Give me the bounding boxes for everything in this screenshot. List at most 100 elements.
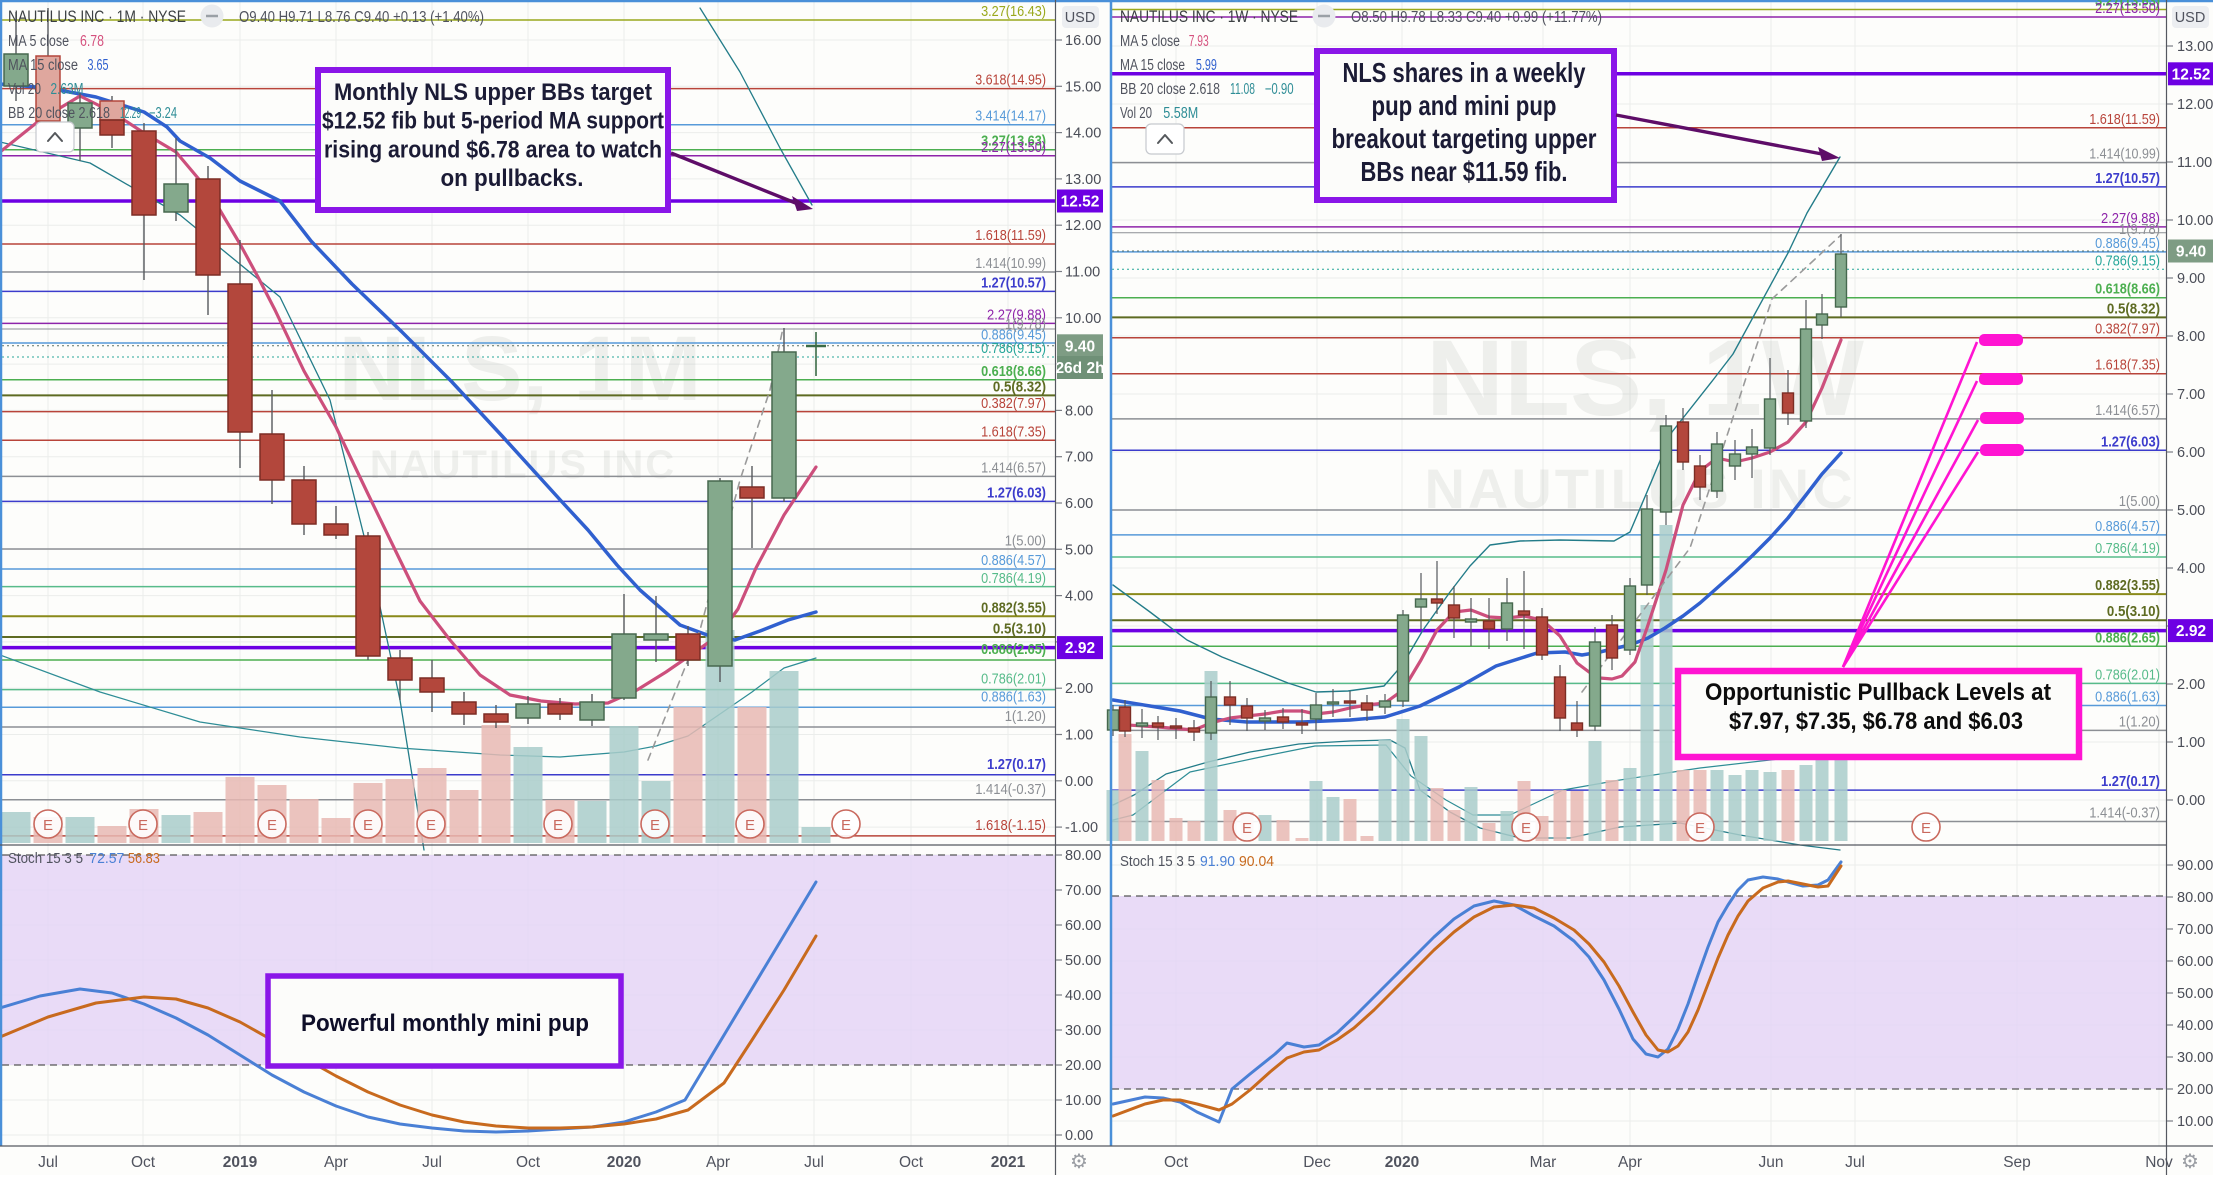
svg-text:90.04: 90.04 <box>1239 853 1274 870</box>
svg-text:1.27(6.03): 1.27(6.03) <box>2101 434 2160 450</box>
svg-text:0.786(2.01): 0.786(2.01) <box>2095 667 2160 683</box>
svg-text:E: E <box>745 817 755 834</box>
svg-text:7.00: 7.00 <box>1065 450 1093 466</box>
svg-text:6.78: 6.78 <box>80 33 104 50</box>
svg-text:11.00: 11.00 <box>2177 155 2212 171</box>
svg-text:Opportunistic Pullback Levels: Opportunistic Pullback Levels at <box>1705 679 2051 706</box>
svg-text:O9.40 H9.71 L8.76 C9.40 +0.13: O9.40 H9.71 L8.76 C9.40 +0.13 (+1.40%) <box>239 9 484 26</box>
svg-text:70.00: 70.00 <box>2177 922 2213 938</box>
svg-text:70.00: 70.00 <box>1065 883 1101 899</box>
svg-text:−0.90: −0.90 <box>1265 81 1294 98</box>
svg-text:2.00: 2.00 <box>1065 681 1093 697</box>
svg-text:2020: 2020 <box>1385 1154 1419 1171</box>
svg-text:1.27(6.03): 1.27(6.03) <box>987 486 1046 502</box>
svg-text:60.00: 60.00 <box>2177 954 2213 970</box>
svg-text:1.27(10.57): 1.27(10.57) <box>981 275 1046 291</box>
svg-text:Powerful monthly mini pup: Powerful monthly mini pup <box>301 1010 589 1037</box>
svg-text:NAUTILUS INC: NAUTILUS INC <box>370 443 676 487</box>
svg-text:⚙: ⚙ <box>2181 1151 2199 1173</box>
svg-text:E: E <box>267 817 277 834</box>
svg-text:1.618(11.59): 1.618(11.59) <box>2089 112 2160 128</box>
svg-text:0.786(4.19): 0.786(4.19) <box>981 571 1046 587</box>
svg-text:0.618(8.66): 0.618(8.66) <box>981 364 1046 380</box>
svg-text:Vol 20: Vol 20 <box>1120 105 1152 122</box>
svg-text:Nov: Nov <box>2145 1154 2173 1171</box>
svg-text:15.00: 15.00 <box>1065 79 1101 95</box>
svg-text:2021: 2021 <box>991 1154 1026 1171</box>
svg-text:Apr: Apr <box>706 1154 730 1171</box>
svg-text:Dec: Dec <box>1303 1154 1331 1171</box>
svg-text:1.618(7.35): 1.618(7.35) <box>981 425 1046 441</box>
svg-text:0.786(9.15): 0.786(9.15) <box>2095 253 2160 269</box>
svg-text:NLS, 1M: NLS, 1M <box>339 318 702 420</box>
svg-text:1.414(6.57): 1.414(6.57) <box>2095 403 2160 419</box>
svg-text:0.886(1.63): 0.886(1.63) <box>981 689 1046 705</box>
svg-text:0.5(3.10): 0.5(3.10) <box>993 621 1046 637</box>
svg-text:MA 5 close: MA 5 close <box>8 33 69 50</box>
svg-text:3.27(16.43): 3.27(16.43) <box>981 4 1046 20</box>
svg-text:56.83: 56.83 <box>128 850 160 867</box>
svg-text:rising around $6.78 area to wa: rising around $6.78 area to watch <box>324 136 662 163</box>
svg-text:13.00: 13.00 <box>2177 39 2213 55</box>
svg-text:2.27(9.88): 2.27(9.88) <box>987 307 1046 323</box>
svg-text:0.382(7.97): 0.382(7.97) <box>981 396 1046 412</box>
svg-text:5.58M: 5.58M <box>1163 105 1198 122</box>
svg-text:60.00: 60.00 <box>1065 918 1101 934</box>
svg-text:5.99: 5.99 <box>1196 57 1217 74</box>
svg-text:4.00: 4.00 <box>1065 589 1093 605</box>
svg-text:0.786(2.01): 0.786(2.01) <box>981 672 1046 688</box>
svg-text:Jul: Jul <box>804 1154 824 1171</box>
svg-text:40.00: 40.00 <box>1065 988 1101 1004</box>
svg-text:Jun: Jun <box>1759 1154 1784 1171</box>
svg-text:10.00: 10.00 <box>2177 213 2213 229</box>
svg-text:0.882(3.55): 0.882(3.55) <box>2095 578 2160 594</box>
svg-text:1.414(-0.37): 1.414(-0.37) <box>2089 806 2160 822</box>
svg-text:0.886(1.63): 0.886(1.63) <box>2095 690 2160 706</box>
svg-text:USD: USD <box>1065 10 1096 26</box>
svg-text:1.27(10.57): 1.27(10.57) <box>2095 171 2160 187</box>
svg-text:Mar: Mar <box>1530 1154 1557 1171</box>
svg-text:NLS shares in a weekly: NLS shares in a weekly <box>1343 57 1586 88</box>
svg-text:91.90: 91.90 <box>1200 853 1235 870</box>
svg-text:0.886(9.45): 0.886(9.45) <box>2095 236 2160 252</box>
svg-text:Oct: Oct <box>899 1154 924 1171</box>
svg-text:16.00: 16.00 <box>1065 33 1101 49</box>
svg-text:3.65: 3.65 <box>88 57 109 74</box>
svg-text:10.00: 10.00 <box>1065 1093 1101 1109</box>
svg-text:0.5(3.10): 0.5(3.10) <box>2107 604 2160 620</box>
svg-text:1(9.78): 1(9.78) <box>2119 222 2160 238</box>
svg-text:E: E <box>1695 820 1705 837</box>
svg-text:8.00: 8.00 <box>2177 329 2205 345</box>
svg-text:10.00: 10.00 <box>1065 311 1101 327</box>
svg-text:0.882(3.55): 0.882(3.55) <box>981 600 1046 616</box>
svg-text:Apr: Apr <box>1618 1154 1642 1171</box>
svg-text:1.414(10.99): 1.414(10.99) <box>2089 147 2160 163</box>
svg-text:on pullbacks.: on pullbacks. <box>441 165 584 192</box>
svg-text:14.00: 14.00 <box>1065 126 1101 142</box>
svg-text:Stoch 15 3 5: Stoch 15 3 5 <box>8 850 83 867</box>
svg-text:1.414(6.57): 1.414(6.57) <box>981 461 1046 477</box>
svg-text:3.27(13.63): 3.27(13.63) <box>2095 0 2160 10</box>
svg-text:5.00: 5.00 <box>2177 503 2205 519</box>
svg-text:0.886(4.57): 0.886(4.57) <box>2095 519 2160 535</box>
svg-text:MA 15 close: MA 15 close <box>1120 57 1185 74</box>
svg-text:O8.50 H9.78 L8.33 C9.40 +0.99: O8.50 H9.78 L8.33 C9.40 +0.99 (+11.77%) <box>1351 9 1602 26</box>
svg-text:1.27(0.17): 1.27(0.17) <box>987 757 1046 773</box>
svg-text:50.00: 50.00 <box>2177 986 2213 1002</box>
svg-text:BB 20 close 2.618: BB 20 close 2.618 <box>8 105 110 122</box>
svg-text:30.00: 30.00 <box>2177 1050 2213 1066</box>
svg-text:12.00: 12.00 <box>2177 97 2213 113</box>
svg-text:1.618(-1.15): 1.618(-1.15) <box>975 818 1046 834</box>
svg-text:7.93: 7.93 <box>1189 33 1209 50</box>
svg-text:3.618(14.95): 3.618(14.95) <box>975 73 1046 89</box>
svg-text:0.00: 0.00 <box>1065 774 1093 790</box>
svg-text:NLS, 1W: NLS, 1W <box>1426 317 1864 438</box>
svg-text:40.00: 40.00 <box>2177 1018 2213 1034</box>
svg-text:0.5(8.32): 0.5(8.32) <box>2107 301 2160 317</box>
svg-text:USD: USD <box>2175 10 2206 26</box>
svg-text:26d 2h: 26d 2h <box>1055 360 1104 377</box>
svg-text:E: E <box>650 817 660 834</box>
svg-text:2.63M: 2.63M <box>51 81 84 98</box>
svg-text:Jul: Jul <box>1845 1154 1865 1171</box>
svg-text:2.27(13.50): 2.27(13.50) <box>981 140 1046 156</box>
